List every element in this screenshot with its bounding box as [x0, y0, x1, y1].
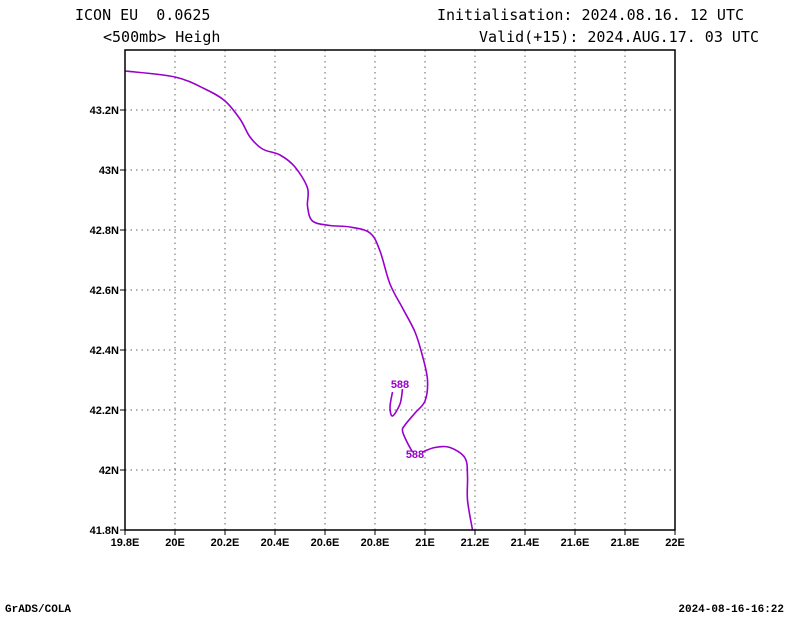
y-tick-label: 43N [99, 165, 119, 177]
x-tick-label: 21.2E [461, 537, 490, 549]
x-tick-label: 21E [415, 537, 435, 549]
field-name: <500mb> Heigh [103, 28, 221, 46]
y-tick-label: 41.8N [90, 525, 119, 537]
x-tick-label: 20.4E [261, 537, 290, 549]
x-tick-label: 19.8E [111, 537, 140, 549]
x-tick-label: 21.8E [611, 537, 640, 549]
contour-labels: 588 588 [391, 379, 424, 461]
x-tick-label: 21.4E [511, 537, 540, 549]
y-tick-label: 42.6N [90, 285, 119, 297]
x-tick-label: 20.8E [361, 537, 390, 549]
contour-label: 588 [406, 449, 424, 461]
contour-line [422, 445, 474, 531]
y-tick-label: 43.2N [90, 105, 119, 117]
x-tick-label: 20.2E [211, 537, 240, 549]
footer-right: 2024-08-16-16:22 [678, 604, 784, 616]
x-tick-label: 21.6E [561, 537, 590, 549]
axis-ticks: 19.8E 20E 20.2E 20.4E 20.6E 20.8E 21E 21.2E 21.4… [90, 105, 685, 549]
y-tick-label: 42N [99, 465, 119, 477]
valid-time: Valid(+15): 2024.AUG.17. 03 UTC [479, 28, 759, 46]
x-tick-label: 20.6E [311, 537, 340, 549]
contour-line [389, 388, 404, 417]
init-time: Initialisation: 2024.08.16. 12 UTC [436, 6, 744, 24]
contour-lines [124, 70, 474, 531]
y-tick-label: 42.8N [90, 225, 119, 237]
x-tick-label: 22E [665, 537, 685, 549]
x-tick-label: 20E [165, 537, 185, 549]
y-tick-label: 42.2N [90, 405, 119, 417]
grid-lines [125, 50, 675, 530]
y-tick-label: 42.4N [90, 345, 119, 357]
footer-left: GrADS/COLA [5, 604, 72, 616]
contour-label: 588 [391, 379, 409, 391]
model-name: ICON EU 0.0625 [75, 6, 211, 24]
contour-line [124, 70, 429, 453]
